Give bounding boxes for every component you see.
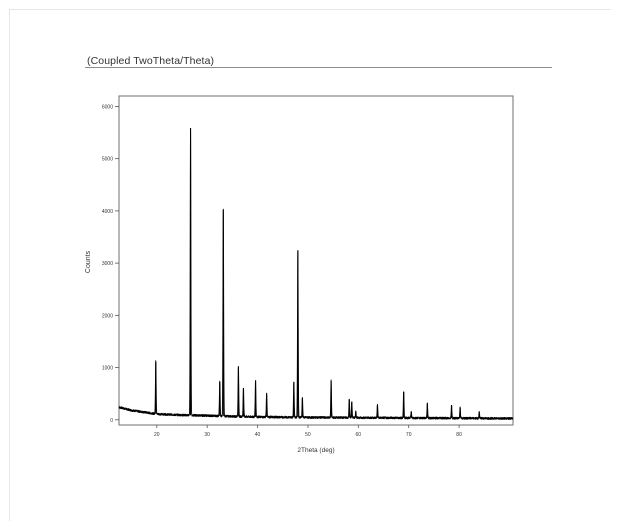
title-divider [85, 67, 552, 68]
y-tick-label: 5000 [102, 157, 113, 163]
report-title: (Coupled TwoTheta/Theta) [87, 55, 215, 67]
y-tick-label: 1000 [102, 366, 113, 372]
y-tick-label: 3000 [102, 261, 113, 267]
x-axis-label: 2Theta (deg) [297, 447, 334, 454]
x-axis: 20 30 40 50 60 70 80 [154, 425, 462, 438]
y-axis: 0 1000 2000 3000 4000 5000 6000 [102, 104, 119, 424]
y-tick-label: 6000 [102, 104, 113, 110]
x-tick-label: 20 [154, 432, 160, 438]
diffraction-series [118, 128, 514, 420]
x-tick-label: 70 [406, 432, 412, 438]
report-page [9, 9, 611, 521]
y-tick-label: 0 [110, 418, 113, 424]
x-tick-label: 40 [255, 432, 261, 438]
y-tick-label: 4000 [102, 209, 113, 215]
x-tick-label: 30 [204, 432, 210, 438]
y-axis-label: Counts [85, 250, 92, 273]
x-tick-label: 60 [356, 432, 362, 438]
y-tick-label: 2000 [102, 313, 113, 319]
plot-frame [118, 95, 514, 426]
pattern-line [118, 128, 514, 420]
x-tick-label: 50 [305, 432, 311, 438]
x-tick-label: 80 [456, 432, 462, 438]
